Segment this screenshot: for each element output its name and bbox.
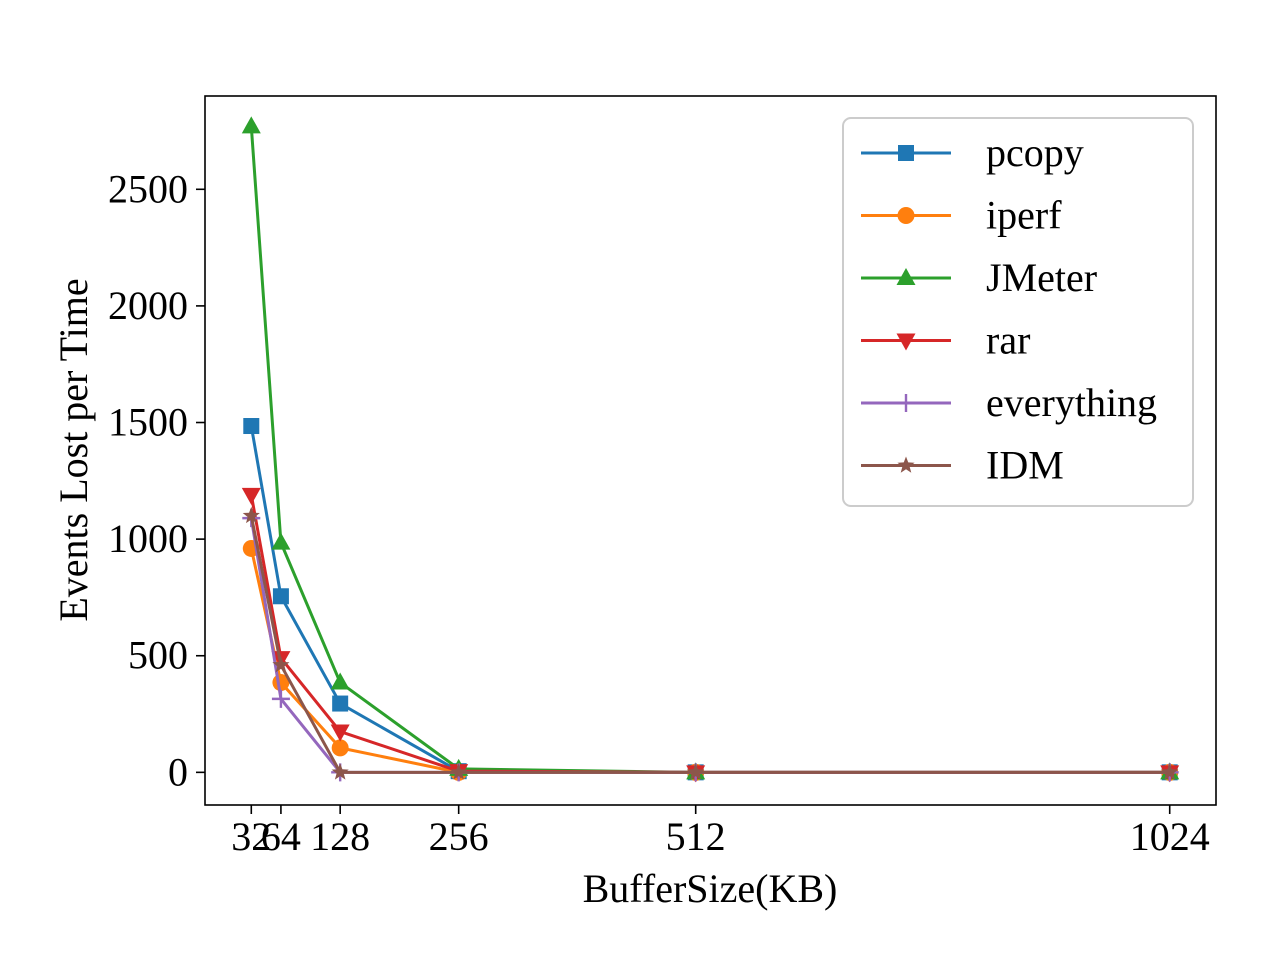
y-axis: 0 500 1000 1500 2000 2500: [108, 166, 205, 794]
y-tick-label: 2500: [108, 166, 188, 211]
series-line-IDM: [249, 515, 1170, 774]
legend-marker: [897, 456, 915, 473]
x-tick-label: 1024: [1130, 814, 1210, 859]
data-point-IDM-32: [242, 506, 260, 524]
data-point-IDM-512: [687, 763, 705, 780]
data-point-pcopy-32: [243, 418, 260, 435]
legend: pcopy iperf JMeter rar everything IDM: [842, 117, 1194, 507]
y-axis-label: Events Lost per Time: [51, 278, 96, 621]
x-tick-label: 128: [310, 814, 370, 859]
legend-marker: [898, 145, 914, 161]
legend-item-everything: everything: [861, 380, 1157, 425]
legend-item-rar: rar: [861, 318, 1030, 363]
legend-label: JMeter: [986, 255, 1097, 300]
legend-item-pcopy: pcopy: [861, 130, 1084, 175]
y-tick-label: 0: [168, 749, 188, 794]
series-layer: [241, 116, 1180, 783]
x-tick-label: 256: [429, 814, 489, 859]
data-point-rar-128: [330, 724, 350, 742]
legend-marker: [897, 207, 915, 224]
x-axis-label: BufferSize(KB): [583, 866, 838, 911]
y-tick-label: 500: [128, 633, 188, 678]
data-point-JMeter-32: [241, 116, 261, 134]
data-point-JMeter-64: [271, 532, 291, 550]
data-point-IDM-64: [272, 656, 290, 673]
plot-frame: [204, 95, 1217, 806]
legend-label: IDM: [986, 443, 1064, 488]
data-point-everything-64: [271, 689, 290, 708]
legend-label: iperf: [986, 193, 1062, 238]
legend-marker: [897, 394, 915, 412]
legend-item-IDM: IDM: [861, 443, 1064, 488]
legend-item-JMeter: JMeter: [861, 255, 1097, 300]
legend-item-iperf: iperf: [861, 193, 1062, 238]
data-point-IDM-1024: [1161, 763, 1179, 780]
legend-label: pcopy: [986, 130, 1084, 175]
data-point-pcopy-128: [332, 695, 349, 712]
legend-label: rar: [986, 318, 1030, 363]
x-tick-label: 32: [231, 814, 271, 859]
y-tick-label: 1500: [108, 400, 188, 445]
data-point-rar-32: [241, 487, 261, 505]
y-tick-label: 1000: [108, 516, 188, 561]
data-point-pcopy-64: [272, 588, 289, 605]
x-tick-label: 512: [666, 814, 726, 859]
data-point-IDM-128: [331, 763, 349, 780]
legend-marker: [896, 268, 916, 285]
series-IDM: [242, 506, 1179, 780]
legend-label: everything: [986, 380, 1157, 425]
data-point-IDM-256: [450, 763, 468, 780]
legend-marker: [896, 333, 916, 351]
y-tick-label: 2000: [108, 283, 188, 328]
data-point-JMeter-128: [330, 672, 350, 690]
data-point-iperf-128: [331, 739, 349, 757]
x-tick-label: 64: [261, 814, 301, 859]
